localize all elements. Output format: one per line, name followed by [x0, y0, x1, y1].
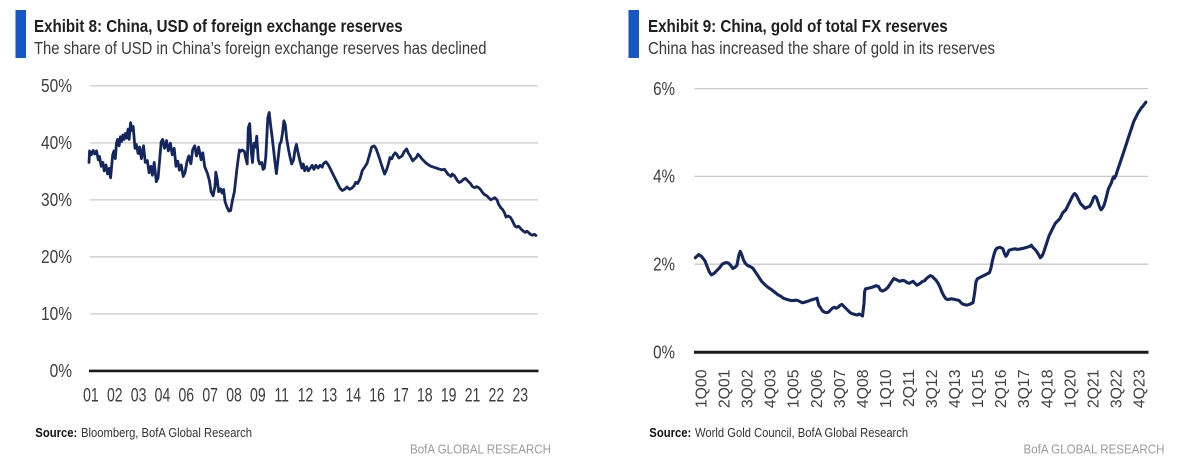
- svg-text:BofA GLOBAL RESEARCH: BofA GLOBAL RESEARCH: [410, 442, 551, 457]
- svg-text:Source:: Source:: [35, 425, 77, 440]
- svg-text:1Q20: 1Q20: [1062, 369, 1079, 408]
- svg-text:17: 17: [393, 384, 409, 406]
- svg-text:0%: 0%: [653, 342, 675, 363]
- svg-text:16: 16: [369, 384, 385, 406]
- svg-text:11: 11: [274, 384, 289, 406]
- svg-text:13: 13: [322, 384, 338, 406]
- svg-text:02: 02: [107, 384, 123, 406]
- svg-text:09: 09: [250, 384, 266, 406]
- svg-text:10%: 10%: [41, 304, 72, 325]
- svg-text:1Q00: 1Q00: [694, 369, 711, 408]
- svg-text:Bloomberg, BofA Global Researc: Bloomberg, BofA Global Research: [81, 425, 252, 440]
- svg-text:3Q12: 3Q12: [924, 370, 941, 409]
- svg-text:4Q23: 4Q23: [1131, 369, 1148, 408]
- svg-text:06: 06: [178, 384, 194, 406]
- svg-text:4Q18: 4Q18: [1039, 369, 1056, 408]
- svg-text:07: 07: [202, 384, 218, 406]
- svg-text:08: 08: [226, 384, 242, 406]
- svg-text:4%: 4%: [653, 166, 675, 187]
- svg-text:1Q05: 1Q05: [786, 369, 803, 408]
- svg-text:03: 03: [131, 384, 147, 406]
- svg-text:4Q08: 4Q08: [855, 369, 872, 408]
- svg-text:4Q03: 4Q03: [763, 369, 780, 408]
- svg-text:1Q15: 1Q15: [970, 369, 987, 408]
- svg-text:2Q21: 2Q21: [1085, 369, 1102, 408]
- svg-text:30%: 30%: [41, 190, 72, 211]
- svg-text:2%: 2%: [653, 254, 675, 275]
- svg-text:2Q16: 2Q16: [993, 369, 1010, 408]
- svg-text:19: 19: [441, 384, 457, 406]
- svg-text:22: 22: [489, 384, 505, 406]
- svg-text:3Q17: 3Q17: [1016, 370, 1033, 409]
- svg-text:The share of USD in China’s fo: The share of USD in China’s foreign exch…: [34, 39, 486, 58]
- svg-text:6%: 6%: [653, 78, 675, 99]
- svg-text:3Q02: 3Q02: [740, 370, 757, 409]
- svg-text:Source:: Source:: [649, 425, 691, 440]
- svg-text:12: 12: [298, 384, 314, 406]
- svg-text:40%: 40%: [41, 133, 72, 154]
- svg-text:18: 18: [417, 384, 433, 406]
- svg-text:Exhibit 9: China, gold of tota: Exhibit 9: China, gold of total FX reser…: [648, 17, 948, 36]
- svg-text:21: 21: [465, 384, 481, 406]
- svg-text:50%: 50%: [41, 76, 72, 97]
- svg-text:Exhibit 8: China, USD of forei: Exhibit 8: China, USD of foreign exchang…: [34, 17, 403, 36]
- svg-text:China has increased the share: China has increased the share of gold in…: [648, 39, 995, 58]
- svg-text:BofA GLOBAL RESEARCH: BofA GLOBAL RESEARCH: [1023, 442, 1164, 457]
- svg-text:2Q01: 2Q01: [717, 369, 734, 408]
- svg-text:23: 23: [512, 384, 528, 406]
- svg-text:0%: 0%: [50, 361, 72, 382]
- svg-text:14: 14: [345, 384, 361, 406]
- svg-text:20%: 20%: [41, 247, 72, 268]
- svg-text:2Q06: 2Q06: [809, 369, 826, 408]
- svg-text:3Q07: 3Q07: [832, 370, 849, 409]
- svg-text:2Q11: 2Q11: [901, 369, 918, 407]
- svg-text:World Gold Council, BofA Globa: World Gold Council, BofA Global Research: [695, 425, 908, 440]
- svg-text:1Q10: 1Q10: [878, 369, 895, 408]
- svg-text:04: 04: [155, 384, 171, 406]
- svg-text:01: 01: [83, 384, 99, 406]
- svg-text:3Q22: 3Q22: [1108, 370, 1125, 409]
- svg-text:4Q13: 4Q13: [947, 369, 964, 408]
